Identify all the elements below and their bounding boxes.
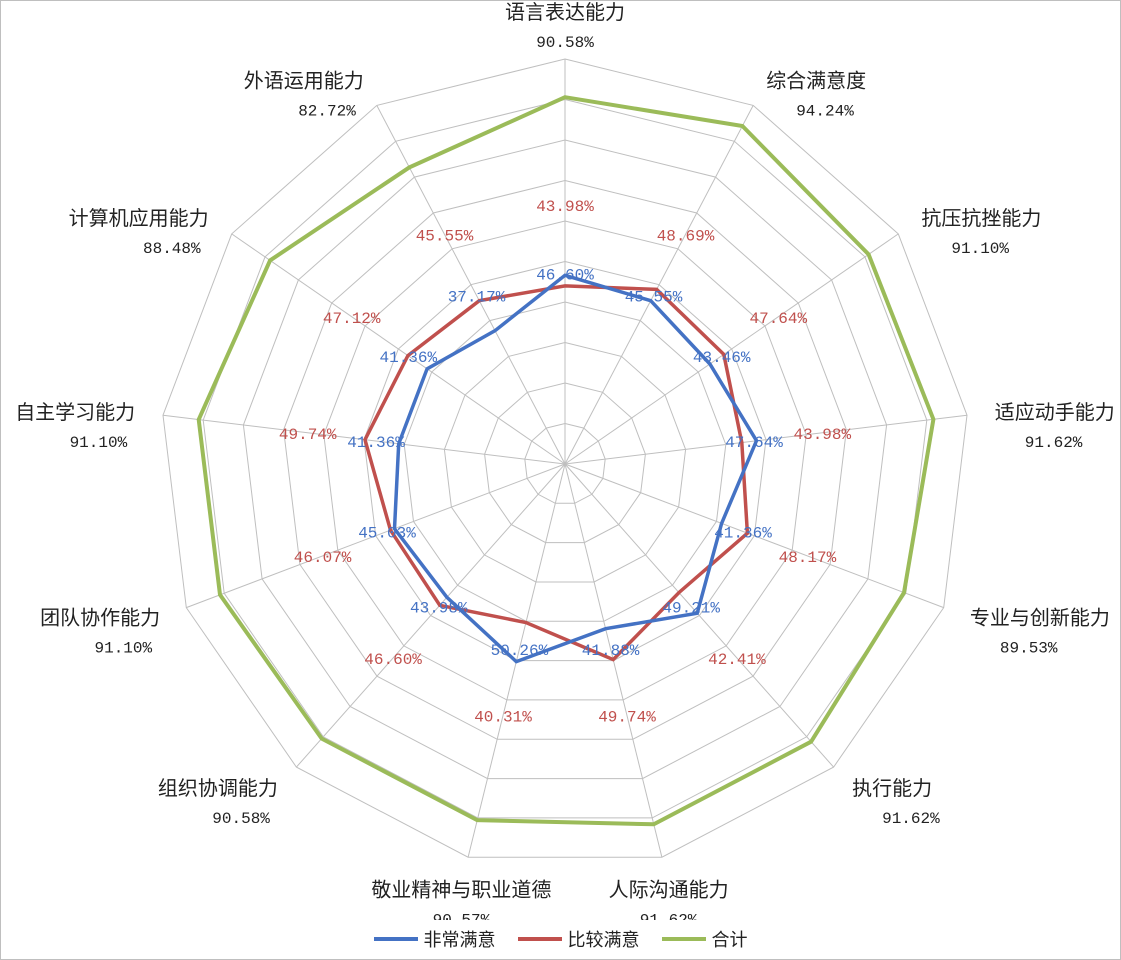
data-label-series-2: 46.60% [364, 651, 422, 669]
legend-swatch-series-1 [373, 937, 418, 941]
data-label-series-2: 40.31% [474, 709, 532, 727]
data-label-series-2: 45.55% [416, 228, 474, 246]
data-label-total: 89.53% [1000, 640, 1058, 658]
legend-item-series-1: 非常满意 [373, 926, 496, 952]
category-label: 语言表达能力 [505, 0, 625, 24]
category-label: 敬业精神与职业道德 [371, 877, 551, 901]
category-label: 团队协作能力 [40, 606, 160, 630]
radar-chart: 语言表达能力 90.58% 综合满意度 94.24% 抗压抗挫能力 91.10% 适应动手能… [15, 0, 1115, 920]
data-label-total: 90.58% [536, 34, 594, 52]
data-label-series-1: 37.17% [448, 289, 506, 307]
data-label-series-1: 45.55% [625, 289, 683, 307]
grid-ring [202, 98, 928, 819]
data-label-series-2: 48.17% [779, 549, 837, 567]
data-label-series-2: 42.41% [708, 651, 766, 669]
data-label-series-2: 49.74% [598, 709, 656, 727]
data-label-total: 91.10% [70, 434, 128, 452]
data-label-series-1: 41.36% [347, 434, 405, 452]
data-label-series-2: 47.64% [749, 310, 807, 328]
grid-ring [242, 139, 888, 780]
category-label: 适应动手能力 [995, 400, 1115, 424]
data-label-series-1: 50.26% [491, 642, 549, 660]
category-label: 抗压抗挫能力 [921, 206, 1041, 230]
radar-spokes [162, 59, 968, 858]
series-line-3 [196, 95, 936, 827]
legend-swatch-series-2 [517, 937, 562, 941]
category-labels: 语言表达能力 90.58% 综合满意度 94.24% 抗压抗挫能力 91.10% 适应动手能… [15, 0, 1115, 920]
data-label-series-2: 46.07% [294, 549, 352, 567]
legend-item-series-2: 比较满意 [517, 926, 640, 952]
data-label-series-1: 41.88% [582, 642, 640, 660]
legend-label-series-3: 合计 [711, 930, 748, 951]
radar-grid [162, 58, 968, 858]
data-label-series-2: 49.74% [279, 426, 337, 444]
axis-spoke [564, 105, 754, 465]
data-label-series-2: 47.12% [323, 310, 381, 328]
data-label-total: 91.62% [882, 810, 940, 828]
data-label-series-2: 48.69% [657, 228, 715, 246]
data-label-total: 90.58% [212, 810, 270, 828]
data-label-total: 88.48% [143, 240, 201, 258]
value-labels: 46.60% 45.55% 43.46% 47.64% 41.36% 49.21% 41.8… [279, 198, 852, 727]
axis-spoke [186, 463, 566, 609]
data-label-series-1: 45.03% [358, 525, 416, 543]
grid-ring [524, 422, 606, 504]
axis-spoke [296, 463, 566, 768]
legend-label-series-2: 比较满意 [567, 930, 640, 951]
axis-spoke [564, 463, 944, 609]
category-label: 执行能力 [852, 776, 932, 800]
data-label-series-1: 49.21% [662, 600, 720, 618]
axis-spoke [564, 233, 899, 465]
grid-ring [403, 301, 727, 622]
data-label-total: 91.10% [951, 240, 1009, 258]
legend-label-series-1: 非常满意 [423, 930, 496, 951]
grid-ring [283, 179, 847, 740]
category-label: 计算机应用能力 [69, 206, 209, 230]
data-label-series-1: 41.36% [714, 525, 772, 543]
category-label: 自主学习能力 [15, 400, 135, 424]
data-label-series-1: 41.36% [379, 349, 437, 367]
data-label-total: 91.10% [94, 640, 152, 658]
category-label: 外语运用能力 [244, 69, 364, 93]
data-label-total: 91.62% [1025, 434, 1083, 452]
axis-spoke [564, 414, 968, 465]
data-label-series-1: 46.60% [536, 267, 594, 285]
axis-spoke [376, 105, 566, 465]
data-label-total: 90.57% [433, 911, 491, 920]
grid-ring [162, 58, 968, 858]
data-label-series-1: 43.46% [693, 349, 751, 367]
data-label-series-2: 43.98% [536, 198, 594, 216]
legend-item-series-3: 合计 [661, 926, 748, 952]
data-label-total: 91.62% [640, 911, 698, 920]
legend: 非常满意 比较满意 合计 [0, 925, 1121, 953]
grid-ring [484, 382, 646, 544]
series-line-1 [392, 273, 759, 664]
data-label-series-1: 43.98% [410, 600, 468, 618]
axis-spoke [231, 233, 566, 465]
axis-spoke [564, 463, 834, 768]
radar-series [196, 95, 936, 827]
legend-swatch-series-3 [661, 937, 706, 941]
data-label-total: 82.72% [298, 103, 356, 121]
grid-ring [363, 260, 767, 662]
grid-ring [443, 341, 687, 583]
data-label-series-2: 43.98% [793, 426, 851, 444]
data-label-series-1: 47.64% [725, 434, 783, 452]
category-label: 组织协调能力 [158, 776, 278, 800]
category-label: 综合满意度 [766, 69, 866, 93]
grid-ring [323, 220, 807, 701]
category-label: 人际沟通能力 [609, 877, 729, 901]
data-label-total: 94.24% [796, 103, 854, 121]
category-label: 专业与创新能力 [970, 606, 1110, 630]
